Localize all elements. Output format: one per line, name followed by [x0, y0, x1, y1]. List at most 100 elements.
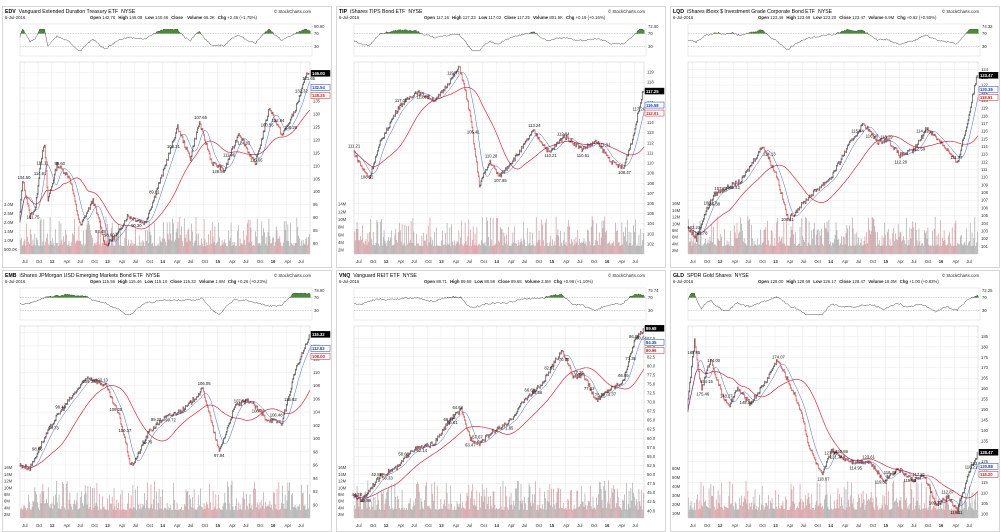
volume-bar — [740, 504, 741, 518]
volume-bar — [944, 239, 946, 254]
volume-bar — [63, 484, 64, 518]
volume-bar — [532, 494, 534, 518]
volume-bar — [224, 492, 226, 518]
volume-bar — [812, 238, 814, 254]
rsi-tick: 78.90 — [314, 288, 325, 293]
volume-bar — [396, 508, 398, 518]
volume-bar — [545, 218, 547, 254]
volume-bar — [382, 236, 384, 254]
volume-tick: 1.5M — [4, 229, 14, 234]
price-tick: 100 — [313, 189, 321, 194]
price-annotation: 114.95 — [850, 466, 863, 471]
volume-bar — [110, 503, 112, 518]
rsi-line — [687, 292, 979, 316]
volume-bar — [900, 496, 902, 518]
volume-bar — [602, 228, 604, 254]
rsi-frame — [353, 23, 647, 57]
volume-bar — [230, 484, 232, 518]
volume-tick: 60M — [672, 466, 681, 471]
month-tick: Oct — [425, 259, 432, 264]
volume-bar — [56, 242, 58, 254]
price-annotation: 104.31 — [167, 144, 180, 149]
volume-bar — [754, 489, 756, 518]
volume-bar — [22, 508, 24, 518]
volume-bar — [454, 509, 456, 518]
volume-bar — [294, 242, 296, 254]
volume-bar — [531, 244, 533, 254]
volume-bar — [713, 227, 714, 254]
volume-bar — [926, 238, 928, 254]
volume-bar — [842, 508, 844, 518]
month-tick: Jul — [411, 523, 416, 528]
volume-bar — [135, 228, 136, 254]
volume-bar — [258, 242, 260, 254]
volume-bar — [23, 241, 25, 254]
volume-tick: 10M — [672, 511, 681, 516]
volume-bar — [913, 227, 914, 254]
volume-bar — [412, 506, 414, 518]
volume-bar — [622, 244, 624, 254]
chart-exchange: NYSE — [408, 9, 423, 15]
month-tick: Oct — [370, 523, 377, 528]
volume-bar — [743, 238, 745, 254]
volume-bar — [155, 245, 157, 254]
volume-bar — [906, 508, 908, 518]
volume-bar — [621, 509, 623, 518]
volume-bar — [503, 509, 505, 518]
volume-bar — [742, 501, 744, 518]
volume-bar — [776, 222, 777, 254]
rsi-tick: 70 — [314, 31, 319, 36]
volume-bar — [257, 504, 259, 518]
volume-bar — [872, 497, 874, 518]
volume-bar — [606, 507, 607, 518]
volume-bar — [629, 507, 631, 518]
price-tick: 100 — [981, 511, 989, 516]
volume-bar — [255, 488, 256, 518]
volume-bar — [300, 245, 301, 254]
volume-bar — [181, 506, 182, 518]
ohlc-chg: +0.62 (+0.50%) — [907, 15, 937, 20]
volume-bar — [755, 244, 757, 254]
month-tick: 12 — [50, 259, 55, 264]
volume-bar — [488, 496, 489, 518]
volume-bar — [808, 221, 810, 254]
volume-bar — [130, 495, 132, 518]
volume-bar — [852, 228, 854, 254]
volume-bar — [576, 490, 578, 518]
volume-bar — [246, 505, 248, 518]
volume-bar — [59, 244, 61, 254]
volume-bar — [737, 237, 739, 254]
volume-bar — [219, 237, 220, 254]
volume-bar — [834, 508, 836, 518]
volume-bar — [881, 504, 883, 518]
volume-bar — [613, 485, 615, 518]
volume-bar — [453, 509, 454, 518]
volume-bar — [870, 491, 872, 518]
volume-bar — [417, 243, 418, 254]
chart-svg: EDV Vanguard Extended Duration Treasury E… — [2, 6, 332, 268]
volume-bar — [959, 236, 961, 254]
volume-bar — [158, 488, 160, 518]
month-tick: 14 — [828, 523, 833, 528]
volume-bar — [465, 501, 467, 518]
volume-bar — [47, 487, 49, 518]
volume-bar — [508, 509, 509, 518]
volume-bar — [594, 245, 596, 254]
price-annotation: 99.40 — [55, 404, 66, 409]
volume-bar — [383, 509, 385, 518]
volume-bar — [29, 501, 30, 518]
volume-bar — [550, 505, 552, 518]
volume-bar — [735, 238, 737, 254]
volume-bar — [359, 497, 361, 518]
price-annotation: 131.74 — [830, 454, 843, 459]
volume-bar — [188, 509, 190, 518]
price-frame — [19, 325, 311, 519]
ohlc-high: 128.69 — [797, 279, 811, 284]
volume-bar — [98, 509, 100, 518]
chart-exchange: NYSE — [735, 273, 750, 279]
volume-bar — [905, 499, 906, 518]
volume-bar — [74, 243, 76, 254]
volume-bar — [236, 245, 237, 254]
volume-bar — [435, 227, 437, 254]
volume-bar — [572, 245, 574, 254]
